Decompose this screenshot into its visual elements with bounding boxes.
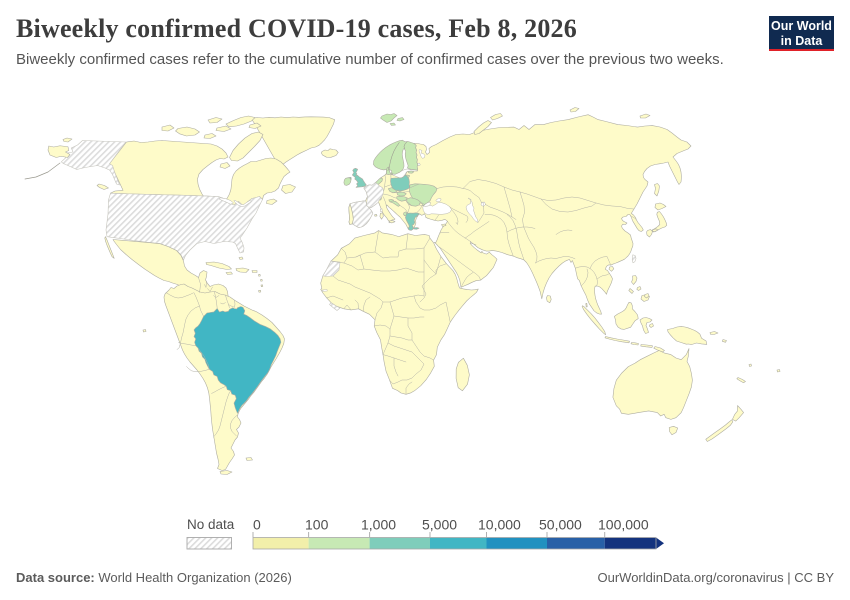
svg-text:100,000: 100,000 [598, 517, 649, 533]
svg-text:1,000: 1,000 [361, 517, 396, 533]
svg-text:0: 0 [253, 517, 261, 533]
svg-text:10,000: 10,000 [478, 517, 521, 533]
svg-text:No data: No data [187, 517, 235, 532]
svg-text:100: 100 [305, 517, 329, 533]
svg-text:50,000: 50,000 [539, 517, 582, 533]
svg-text:5,000: 5,000 [422, 517, 457, 533]
